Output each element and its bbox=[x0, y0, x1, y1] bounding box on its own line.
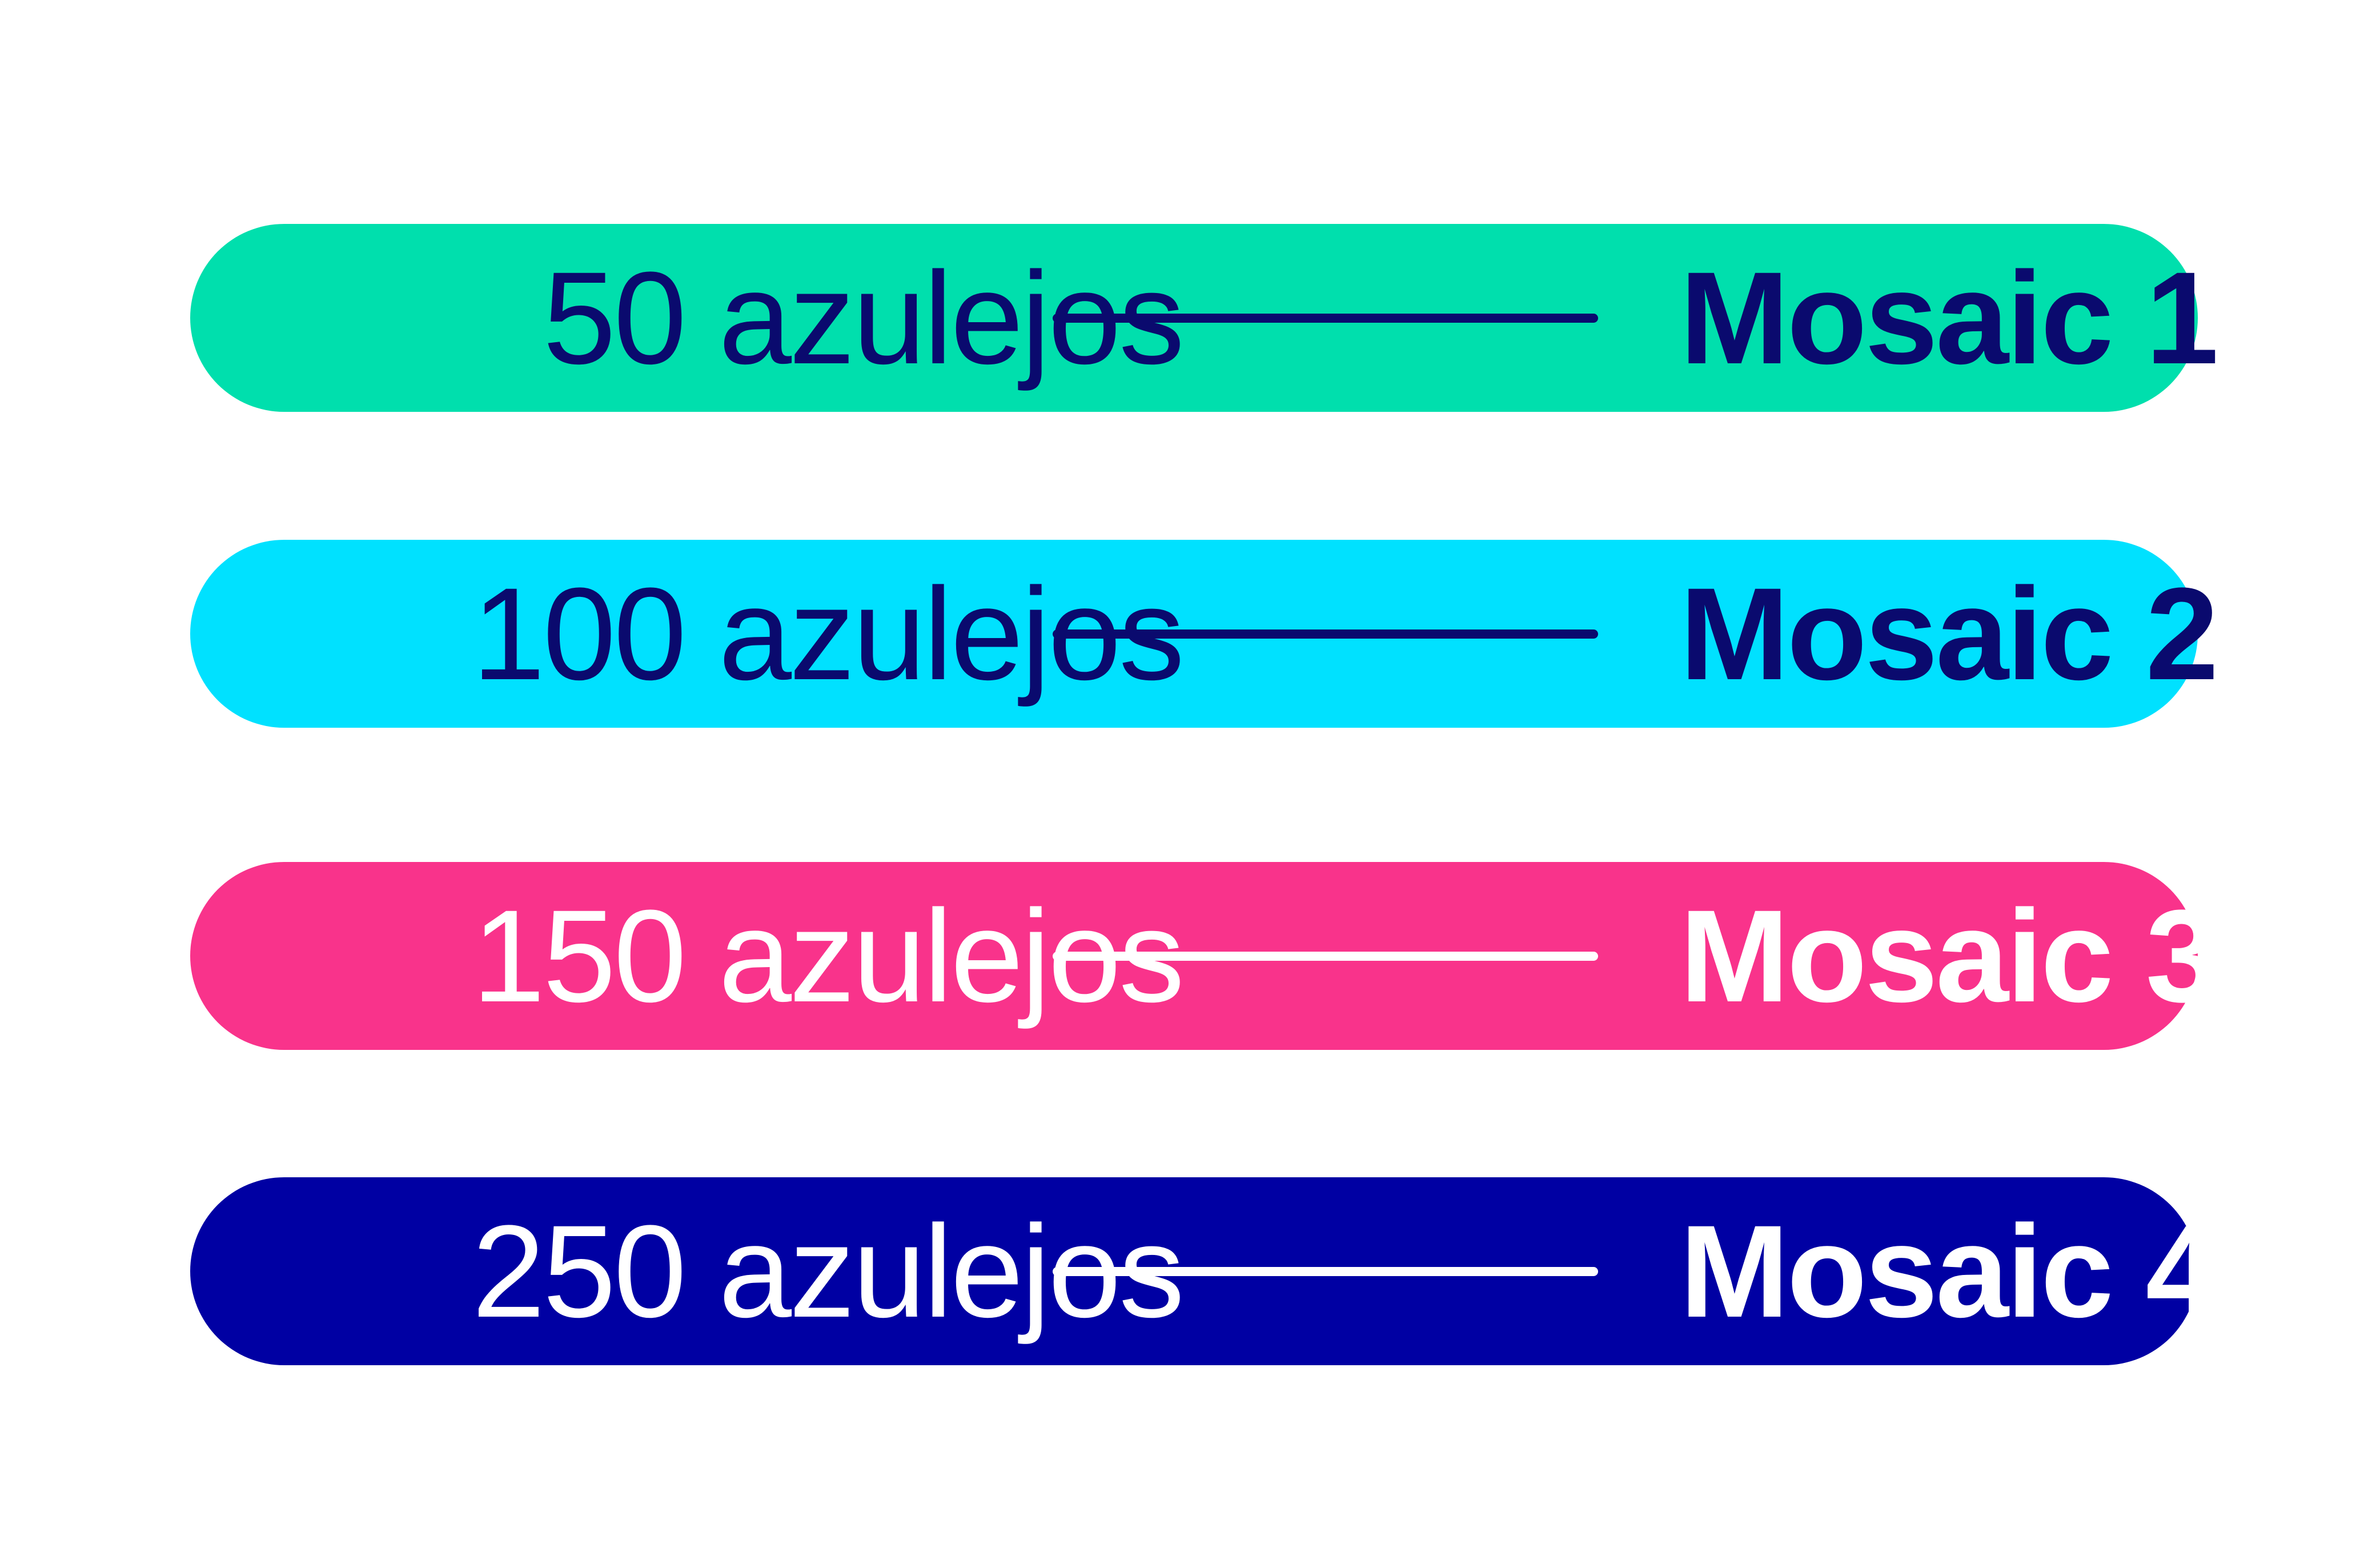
mosaic-row-1: 50 azulejos Mosaic 1 bbox=[190, 224, 2219, 412]
connector-line bbox=[1053, 314, 1598, 323]
mosaic-row-3: 150 azulejos Mosaic 3 bbox=[190, 862, 2219, 1050]
connector-line bbox=[1053, 1267, 1598, 1276]
connector-line bbox=[1053, 952, 1598, 961]
mosaic-label: Mosaic 1 bbox=[1680, 244, 2219, 391]
mosaic-row-4: 250 azulejos Mosaic 4 bbox=[190, 1177, 2219, 1365]
mosaic-label: Mosaic 3 bbox=[1680, 883, 2219, 1029]
mosaic-label: Mosaic 4 bbox=[1680, 1198, 2219, 1345]
mosaic-label: Mosaic 2 bbox=[1680, 560, 2219, 707]
connector-line bbox=[1053, 629, 1598, 639]
mosaic-row-2: 100 azulejos Mosaic 2 bbox=[190, 540, 2219, 728]
